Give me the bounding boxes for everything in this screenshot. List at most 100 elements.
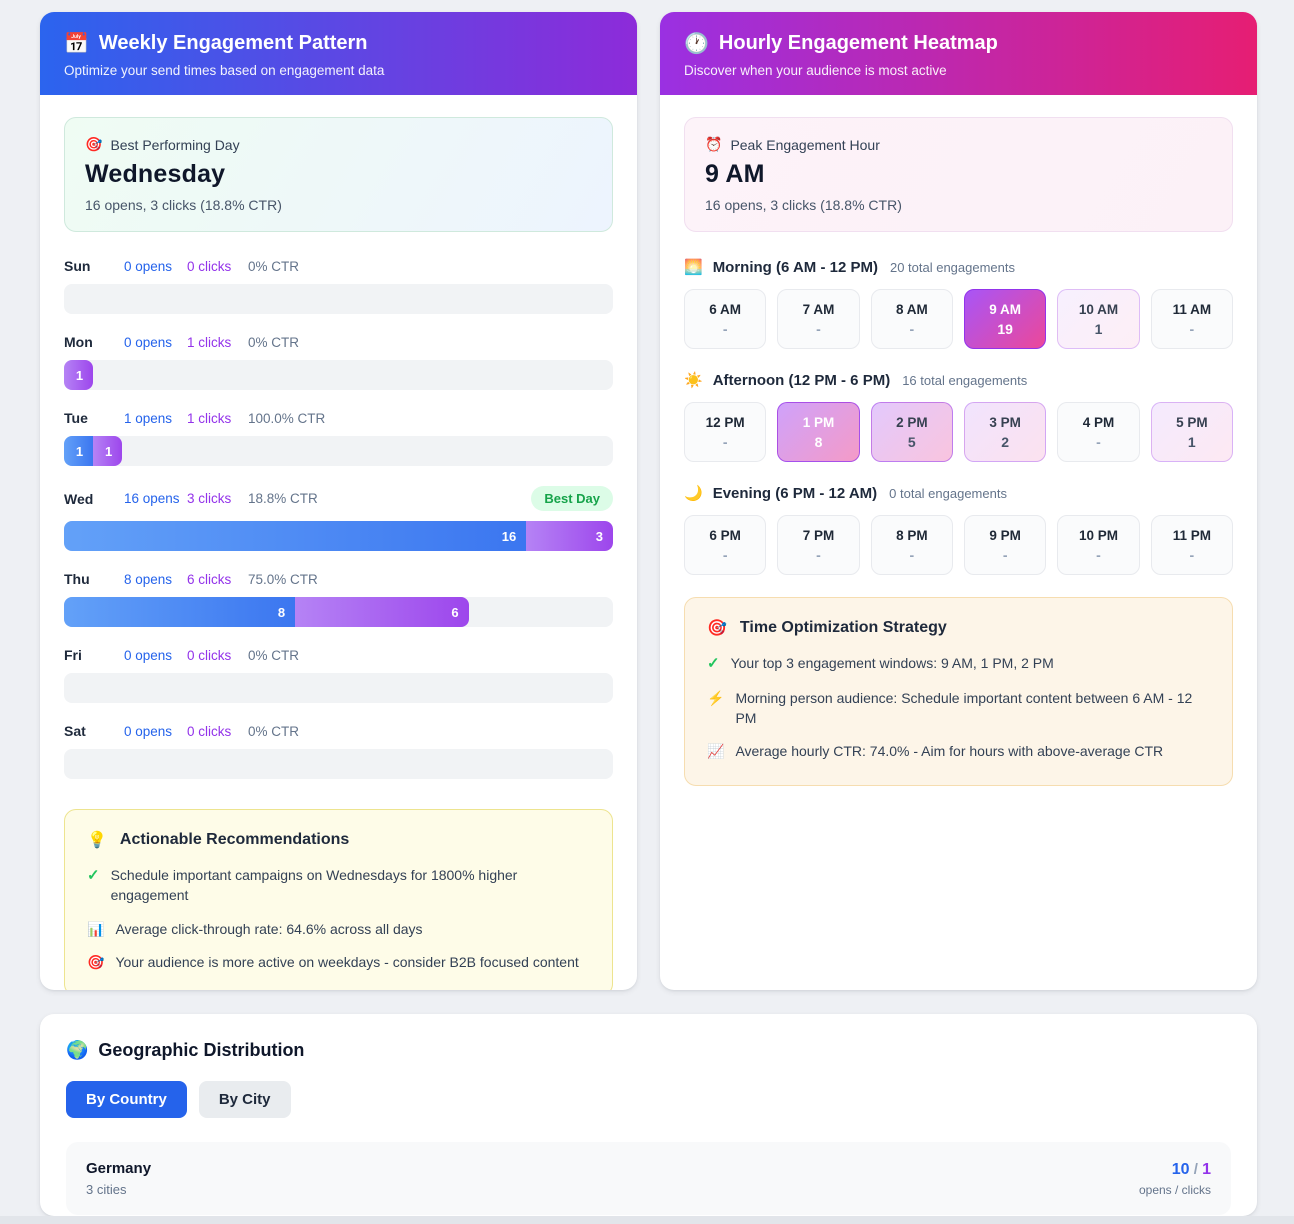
hour-cell-label: 11 PM xyxy=(1172,527,1211,543)
geo-slash: / xyxy=(1189,1160,1203,1178)
recommendations-panel: 💡 Actionable Recommendations ✓ Schedule i… xyxy=(64,809,613,990)
day-row-header: Mon 0 opens 1 clicks 0% CTR xyxy=(64,334,613,350)
target-icon: 🎯 xyxy=(87,953,105,970)
hourly-card-title: Hourly Engagement Heatmap xyxy=(718,32,998,54)
globe-icon: 🌍 xyxy=(66,1040,89,1060)
bulb-icon: 💡 xyxy=(87,832,107,849)
clock-icon: 🕐 xyxy=(684,33,709,55)
weekly-card-header: 📅 Weekly Engagement Pattern Optimize you… xyxy=(40,12,637,95)
sun-icon: ☀️ xyxy=(684,372,703,389)
hour-section-title: Morning (6 AM - 12 PM) xyxy=(712,259,878,276)
hourly-card-body: ⏰ Peak Engagement Hour 9 AM 16 opens, 3 … xyxy=(660,95,1257,808)
strategy-title: Time Optimization Strategy xyxy=(739,619,947,636)
tab-by-country[interactable]: By Country xyxy=(66,1081,187,1118)
hour-cell-value: - xyxy=(1189,320,1195,337)
sunrise-icon: 🌅 xyxy=(684,259,703,276)
hour-section-title: Evening (6 PM - 12 AM) xyxy=(712,485,878,502)
tab-by-city[interactable]: By City xyxy=(198,1081,291,1118)
calendar-icon: 📅 xyxy=(64,33,89,55)
hour-cells: 6 PM - 7 PM - 8 PM - 9 PM - 10 PM - 11 PM - xyxy=(684,515,1233,575)
hour-section: 🌙 Evening (6 PM - 12 AM) 0 total engagemen… xyxy=(684,484,1233,575)
hour-cell-label: 3 PM xyxy=(989,414,1021,430)
day-row-header: Sun 0 opens 0 clicks 0% CTR xyxy=(64,258,613,274)
day-row: Mon 0 opens 1 clicks 0% CTR 1 xyxy=(64,334,613,390)
hour-section-total: 20 total engagements xyxy=(889,260,1016,275)
hour-cell: 8 AM - xyxy=(870,289,953,349)
hour-cell: 12 PM - xyxy=(684,402,767,462)
hour-cell: 6 PM - xyxy=(684,515,767,575)
check-icon: ✓ xyxy=(87,867,100,884)
hour-cell-value: 1 xyxy=(1094,320,1103,337)
hour-section-header: 🌙 Evening (6 PM - 12 AM) 0 total engagemen… xyxy=(684,484,1233,502)
hour-cell: 3 PM 2 xyxy=(964,402,1047,462)
day-clicks-text: 0 clicks xyxy=(187,258,232,274)
peak-hour-label-row: ⏰ Peak Engagement Hour xyxy=(705,136,1212,153)
hour-cell: 4 PM - xyxy=(1057,402,1140,462)
note-item: ⚡ Morning person audience: Schedule impor… xyxy=(707,688,1210,729)
hour-cell: 8 PM - xyxy=(870,515,953,575)
day-opens-text: 1 opens xyxy=(124,410,173,426)
day-opens-text: 0 opens xyxy=(124,258,173,274)
hour-cell: 11 AM - xyxy=(1150,289,1233,349)
day-bar-track xyxy=(64,284,613,314)
hour-section-header: 🌅 Morning (6 AM - 12 PM) 20 total engageme… xyxy=(684,258,1233,276)
day-bar-track: 1 xyxy=(64,360,613,390)
day-name: Mon xyxy=(64,334,93,350)
hour-cell-value: - xyxy=(816,546,821,563)
day-row: Thu 8 opens 6 clicks 75.0% CTR 8 6 xyxy=(64,571,613,627)
geo-row-caption: opens / clicks xyxy=(1138,1182,1211,1197)
day-ctr-text: 18.8% CTR xyxy=(248,491,318,506)
day-ctr-text: 0% CTR xyxy=(248,258,300,274)
day-name: Sun xyxy=(64,258,91,274)
day-opens-text: 0 opens xyxy=(124,723,173,739)
hour-cell-value: 2 xyxy=(1001,433,1010,450)
hour-cell-value: - xyxy=(722,546,728,563)
day-opens-text: 8 opens xyxy=(124,571,173,587)
geo-row-numbers: 10 / 1 xyxy=(1139,1161,1211,1179)
day-name: Thu xyxy=(64,571,90,587)
clicks-bar-segment: 1 xyxy=(93,436,123,466)
geo-row[interactable]: Germany 3 cities 10 / 1 opens / clicks xyxy=(66,1142,1231,1215)
day-ctr-text: 100.0% CTR xyxy=(248,410,326,426)
hour-cell-value: - xyxy=(1096,433,1101,450)
day-name: Fri xyxy=(64,647,82,663)
day-clicks-text: 3 clicks xyxy=(187,491,232,506)
day-clicks-text: 0 clicks xyxy=(187,647,232,663)
chart-up-icon: 📈 xyxy=(707,743,725,760)
recommendations-title: Actionable Recommendations xyxy=(119,831,350,848)
day-opens-text: 16 opens xyxy=(124,491,180,506)
strategy-title-row: 🎯 Time Optimization Strategy xyxy=(707,618,1210,638)
note-item: 📊 Average click-through rate: 64.6% acros… xyxy=(87,919,590,939)
day-row-header: Wed 16 opens 3 clicks 18.8% CTR Best Day xyxy=(64,486,613,511)
day-row-header: Fri 0 opens 0 clicks 0% CTR xyxy=(64,647,613,663)
day-bar-track xyxy=(64,673,613,703)
day-opens-text: 0 opens xyxy=(124,647,173,663)
hour-cell: 11 PM - xyxy=(1150,515,1233,575)
day-name: Wed xyxy=(64,490,94,507)
hour-cell-value: 5 xyxy=(907,433,916,450)
geo-row-subtext: 3 cities xyxy=(86,1182,127,1197)
clicks-bar-segment: 1 xyxy=(64,360,94,390)
weekly-card-body: 🎯 Best Performing Day Wednesday 16 opens… xyxy=(40,95,637,990)
hour-section-total: 0 total engagements xyxy=(889,486,1007,501)
geographic-distribution-card: 🌍 Geographic Distribution By Country By C… xyxy=(40,1014,1257,1216)
note-item: 🎯 Your audience is more active on weekday… xyxy=(87,952,590,972)
hour-section-total: 16 total engagements xyxy=(902,373,1028,388)
geo-rows: Germany 3 cities 10 / 1 opens / clicks xyxy=(66,1142,1231,1215)
best-day-badge: Best Day xyxy=(531,486,613,511)
weekly-engagement-card: 📅 Weekly Engagement Pattern Optimize you… xyxy=(40,12,637,990)
weekly-card-subtitle: Optimize your send times based on engage… xyxy=(64,63,385,78)
geo-tabs: By Country By City xyxy=(66,1081,1231,1118)
geo-title-row: 🌍 Geographic Distribution xyxy=(66,1040,1231,1061)
day-clicks-text: 1 clicks xyxy=(187,334,232,350)
best-day-value: Wednesday xyxy=(85,160,226,188)
hour-cell-label: 11 AM xyxy=(1172,301,1212,317)
weekly-card-title-row: 📅 Weekly Engagement Pattern xyxy=(64,31,613,56)
note-item-text: Morning person audience: Schedule import… xyxy=(735,689,1193,727)
target-icon: 🎯 xyxy=(707,620,727,637)
hourly-card-header: 🕐 Hourly Engagement Heatmap Discover whe… xyxy=(660,12,1257,95)
strategy-list: ✓ Your top 3 engagement windows: 9 AM, 1 … xyxy=(707,653,1210,762)
day-ctr-text: 0% CTR xyxy=(248,334,300,350)
best-day-label-row: 🎯 Best Performing Day xyxy=(85,136,592,153)
hourly-card-title-row: 🕐 Hourly Engagement Heatmap xyxy=(684,31,1233,56)
